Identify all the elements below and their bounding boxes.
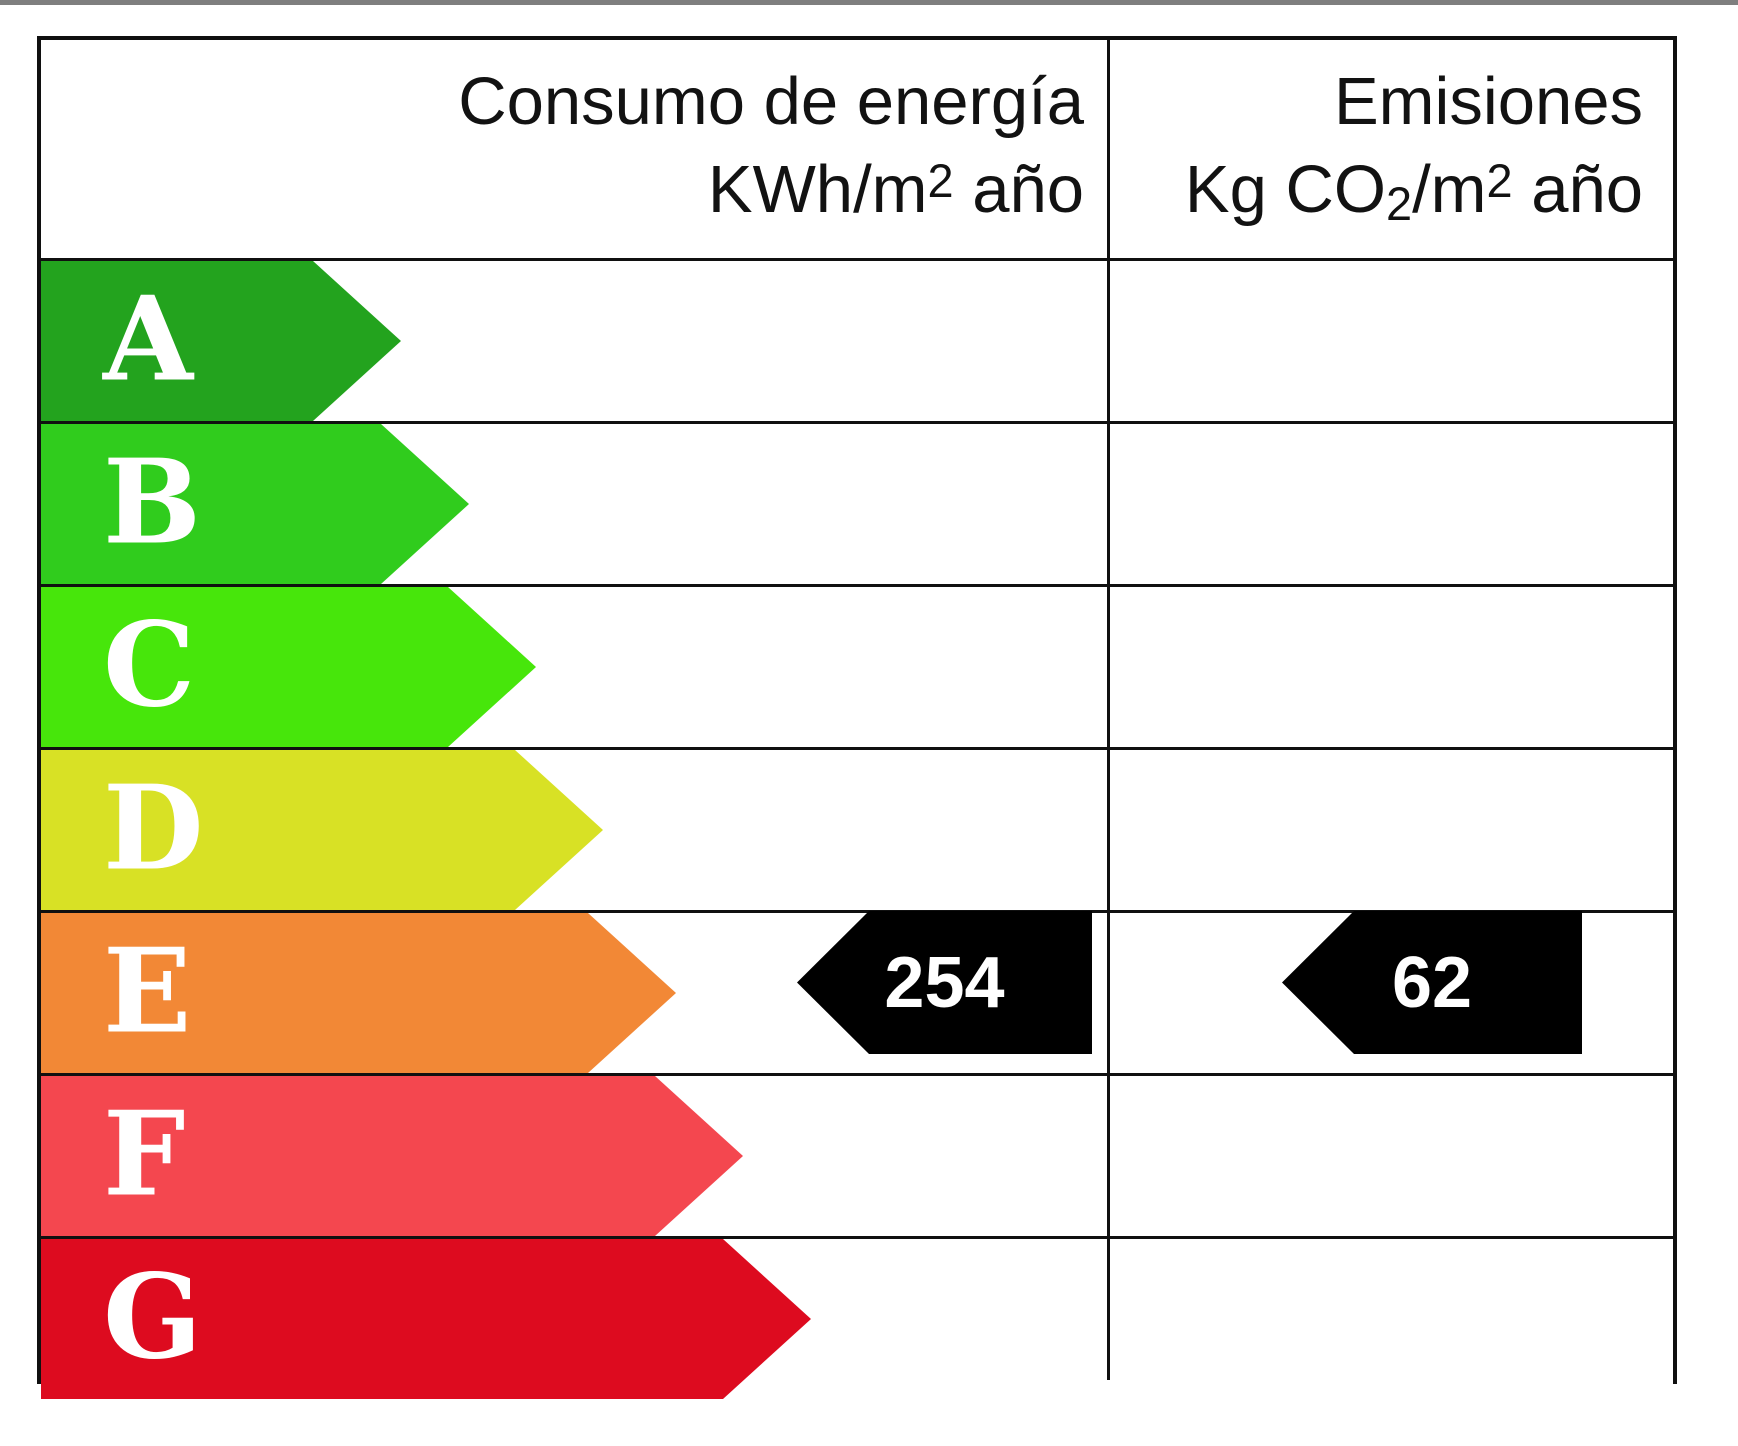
emissions-unit-mid: /m [1412,152,1487,227]
top-edge-bar [0,0,1738,5]
band-arrow [41,1239,811,1399]
emissions-value: 62 [1391,942,1473,1023]
band-arrow [41,1076,743,1236]
consumption-value: 254 [884,942,1005,1023]
band-letter: C [103,597,196,734]
emissions-unit: Kg CO2/m2 año [1185,146,1643,240]
emissions-title: Emisiones [1333,64,1643,139]
band-letter: E [103,923,192,1060]
band-row-F: F [41,1073,1673,1236]
band-arrow [41,913,676,1073]
band-arrow [41,261,401,421]
band-row-A: A [41,261,1673,421]
band-arrow [41,587,536,747]
consumption-unit-superscript: 2 [927,155,954,207]
emissions-unit-superscript: 2 [1486,155,1513,207]
consumption-value-marker: 254 [797,911,1092,1054]
emissions-header: Emisiones Kg CO2/m2 año [1110,40,1673,258]
left-arrow-tag-icon [797,911,1092,1054]
emissions-unit-prefix: Kg CO [1184,152,1386,227]
band-letter: A [103,271,194,408]
table-header: Consumo de energía KWh/m2 año Emisiones … [41,40,1673,261]
emissions-unit-subscript: 2 [1385,178,1413,231]
band-row-B: B [41,421,1673,584]
bands-rows: A B C D E F G [41,261,1673,1399]
band-letter: G [103,1249,203,1386]
consumption-unit-suffix: año [953,152,1084,227]
band-arrow [41,750,603,910]
band-letter: B [103,434,202,571]
band-letter: F [103,1086,186,1223]
consumption-unit-prefix: KWh/m [707,152,928,227]
band-row-G: G [41,1236,1673,1399]
left-arrow-tag-icon [1282,911,1582,1054]
consumption-unit: KWh/m2 año [708,146,1084,240]
emissions-value-marker: 62 [1282,911,1582,1054]
consumption-title: Consumo de energía [458,64,1084,139]
column-divider [1107,40,1110,1380]
consumption-header: Consumo de energía KWh/m2 año [41,40,1110,258]
band-letter: D [103,760,204,897]
band-arrow [41,424,469,584]
emissions-unit-suffix: año [1512,152,1643,227]
band-row-C: C [41,584,1673,747]
rating-table: Consumo de energía KWh/m2 año Emisiones … [37,36,1677,1399]
band-row-D: D [41,747,1673,910]
